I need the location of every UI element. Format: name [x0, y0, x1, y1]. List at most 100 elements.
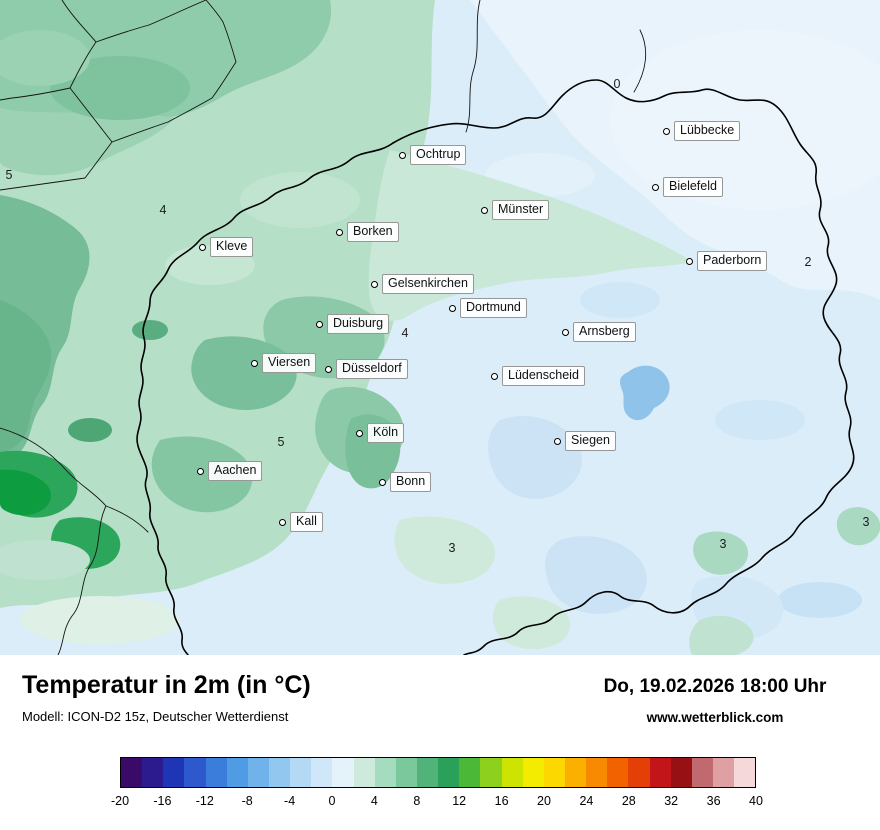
city-gelsenkirchen: Gelsenkirchen: [371, 274, 474, 294]
city-marker-icon: [379, 478, 386, 486]
city-marker-icon: [449, 304, 456, 312]
city-label: Gelsenkirchen: [382, 274, 474, 294]
colorbar-segment: [734, 758, 756, 787]
city-label: Bielefeld: [663, 177, 723, 197]
colorbar-segment: [649, 758, 671, 787]
colorbar-tick-label: 12: [452, 794, 467, 808]
city-label: Arnsberg: [573, 322, 636, 342]
city-marker-icon: [325, 365, 332, 373]
city-lbbecke: Lübbecke: [663, 121, 741, 141]
colorbar-segment: [311, 758, 333, 787]
weather-map: [0, 0, 880, 655]
map-temp-value: 3: [719, 537, 727, 551]
city-dortmund: Dortmund: [449, 298, 527, 318]
forecast-datetime: Do, 19.02.2026 18:00 Uhr: [603, 676, 827, 697]
footer: Temperatur in 2m (in °C) Modell: ICON-D2…: [0, 655, 880, 830]
map-temp-value: 4: [159, 203, 167, 217]
colorbar-tick-label: -12: [195, 794, 214, 808]
colorbar-tick-label: -16: [153, 794, 172, 808]
colorbar-tick-label: 8: [413, 794, 421, 808]
colorbar-tick-label: -8: [241, 794, 253, 808]
colorbar-tick-labels: -20 -16 -12 -8 -4 0 4 8 12 16 20 24 28 32 36 40: [111, 794, 763, 812]
map-temp-value: 4: [401, 326, 409, 340]
colorbar-segment: [712, 758, 735, 787]
colorbar-segment: [607, 758, 629, 787]
colorbar-tick-label: 32: [664, 794, 679, 808]
colorbar-segment: [480, 758, 502, 787]
city-marker-icon: [251, 359, 258, 367]
city-label: Bonn: [390, 472, 432, 492]
map-container: Ochtrup Lübbecke Münster Bielefeld Borken Kle…: [0, 0, 880, 655]
map-temp-value: 5: [277, 435, 285, 449]
city-label: Siegen: [565, 431, 616, 451]
city-marker-icon: [279, 518, 286, 526]
map-temp-value: 0: [613, 77, 621, 91]
city-bielefeld: Bielefeld: [652, 177, 723, 197]
city-label: Ochtrup: [410, 145, 467, 165]
map-title: Temperatur in 2m (in °C): [22, 671, 311, 699]
city-marker-icon: [199, 243, 206, 251]
temperature-colorbar: [120, 757, 756, 788]
city-paderborn: Paderborn: [686, 251, 768, 271]
city-ldenscheid: Lüdenscheid: [491, 366, 585, 386]
colorbar-segment: [163, 758, 185, 787]
colorbar-tick-label: 28: [621, 794, 636, 808]
colorbar-segment: [226, 758, 248, 787]
city-label: Düsseldorf: [336, 359, 408, 379]
colorbar-segment: [332, 758, 354, 787]
city-marker-icon: [371, 280, 378, 288]
colorbar-tick-label: 20: [537, 794, 551, 808]
map-temp-value: 3: [448, 541, 456, 555]
city-kall: Kall: [279, 512, 323, 532]
colorbar-segment: [459, 758, 481, 787]
city-borken: Borken: [336, 222, 399, 242]
city-arnsberg: Arnsberg: [562, 322, 636, 342]
city-label: Lübbecke: [674, 121, 741, 141]
city-aachen: Aachen: [197, 461, 263, 481]
map-temp-value: 2: [804, 255, 812, 269]
city-marker-icon: [481, 206, 488, 214]
city-label: Aachen: [208, 461, 263, 481]
colorbar-segment: [374, 758, 396, 787]
city-label: Kleve: [210, 237, 254, 257]
city-label: Lüdenscheid: [502, 366, 585, 386]
colorbar-tick-label: 36: [706, 794, 721, 808]
temperature-field-layer: [0, 0, 880, 655]
city-label: Münster: [492, 200, 550, 220]
colorbar-segment: [691, 758, 713, 787]
city-kleve: Kleve: [199, 237, 254, 257]
city-marker-icon: [336, 228, 343, 236]
colorbar-segment: [184, 758, 206, 787]
city-kln: Köln: [356, 423, 405, 443]
colorbar-segment: [205, 758, 227, 787]
colorbar-tick-label: -4: [284, 794, 296, 808]
model-info: Modell: ICON-D2 15z, Deutscher Wetterdie…: [22, 709, 289, 724]
city-label: Viersen: [262, 353, 317, 373]
colorbar-segment: [142, 758, 164, 787]
state-borders: [0, 0, 855, 655]
city-marker-icon: [316, 320, 323, 328]
city-marker-icon: [491, 372, 498, 380]
city-mnster: Münster: [481, 200, 550, 220]
colorbar-segment: [247, 758, 269, 787]
colorbar-segment: [522, 758, 544, 787]
city-marker-icon: [356, 429, 363, 437]
city-label: Kall: [290, 512, 323, 532]
city-marker-icon: [399, 151, 406, 159]
colorbar-segment: [290, 758, 312, 787]
colorbar-tick-label: 40: [749, 794, 763, 808]
colorbar-segment: [564, 758, 587, 787]
map-temp-value: 3: [862, 515, 870, 529]
colorbar-segment: [395, 758, 417, 787]
city-marker-icon: [562, 328, 569, 336]
city-duisburg: Duisburg: [316, 314, 390, 334]
city-viersen: Viersen: [251, 353, 317, 373]
colorbar-segment: [416, 758, 439, 787]
city-label: Köln: [367, 423, 405, 443]
website-link: www.wetterblick.com: [646, 710, 784, 725]
colorbar-tick-label: -20: [110, 794, 130, 808]
city-label: Dortmund: [460, 298, 527, 318]
city-marker-icon: [686, 257, 693, 265]
city-label: Paderborn: [697, 251, 768, 271]
